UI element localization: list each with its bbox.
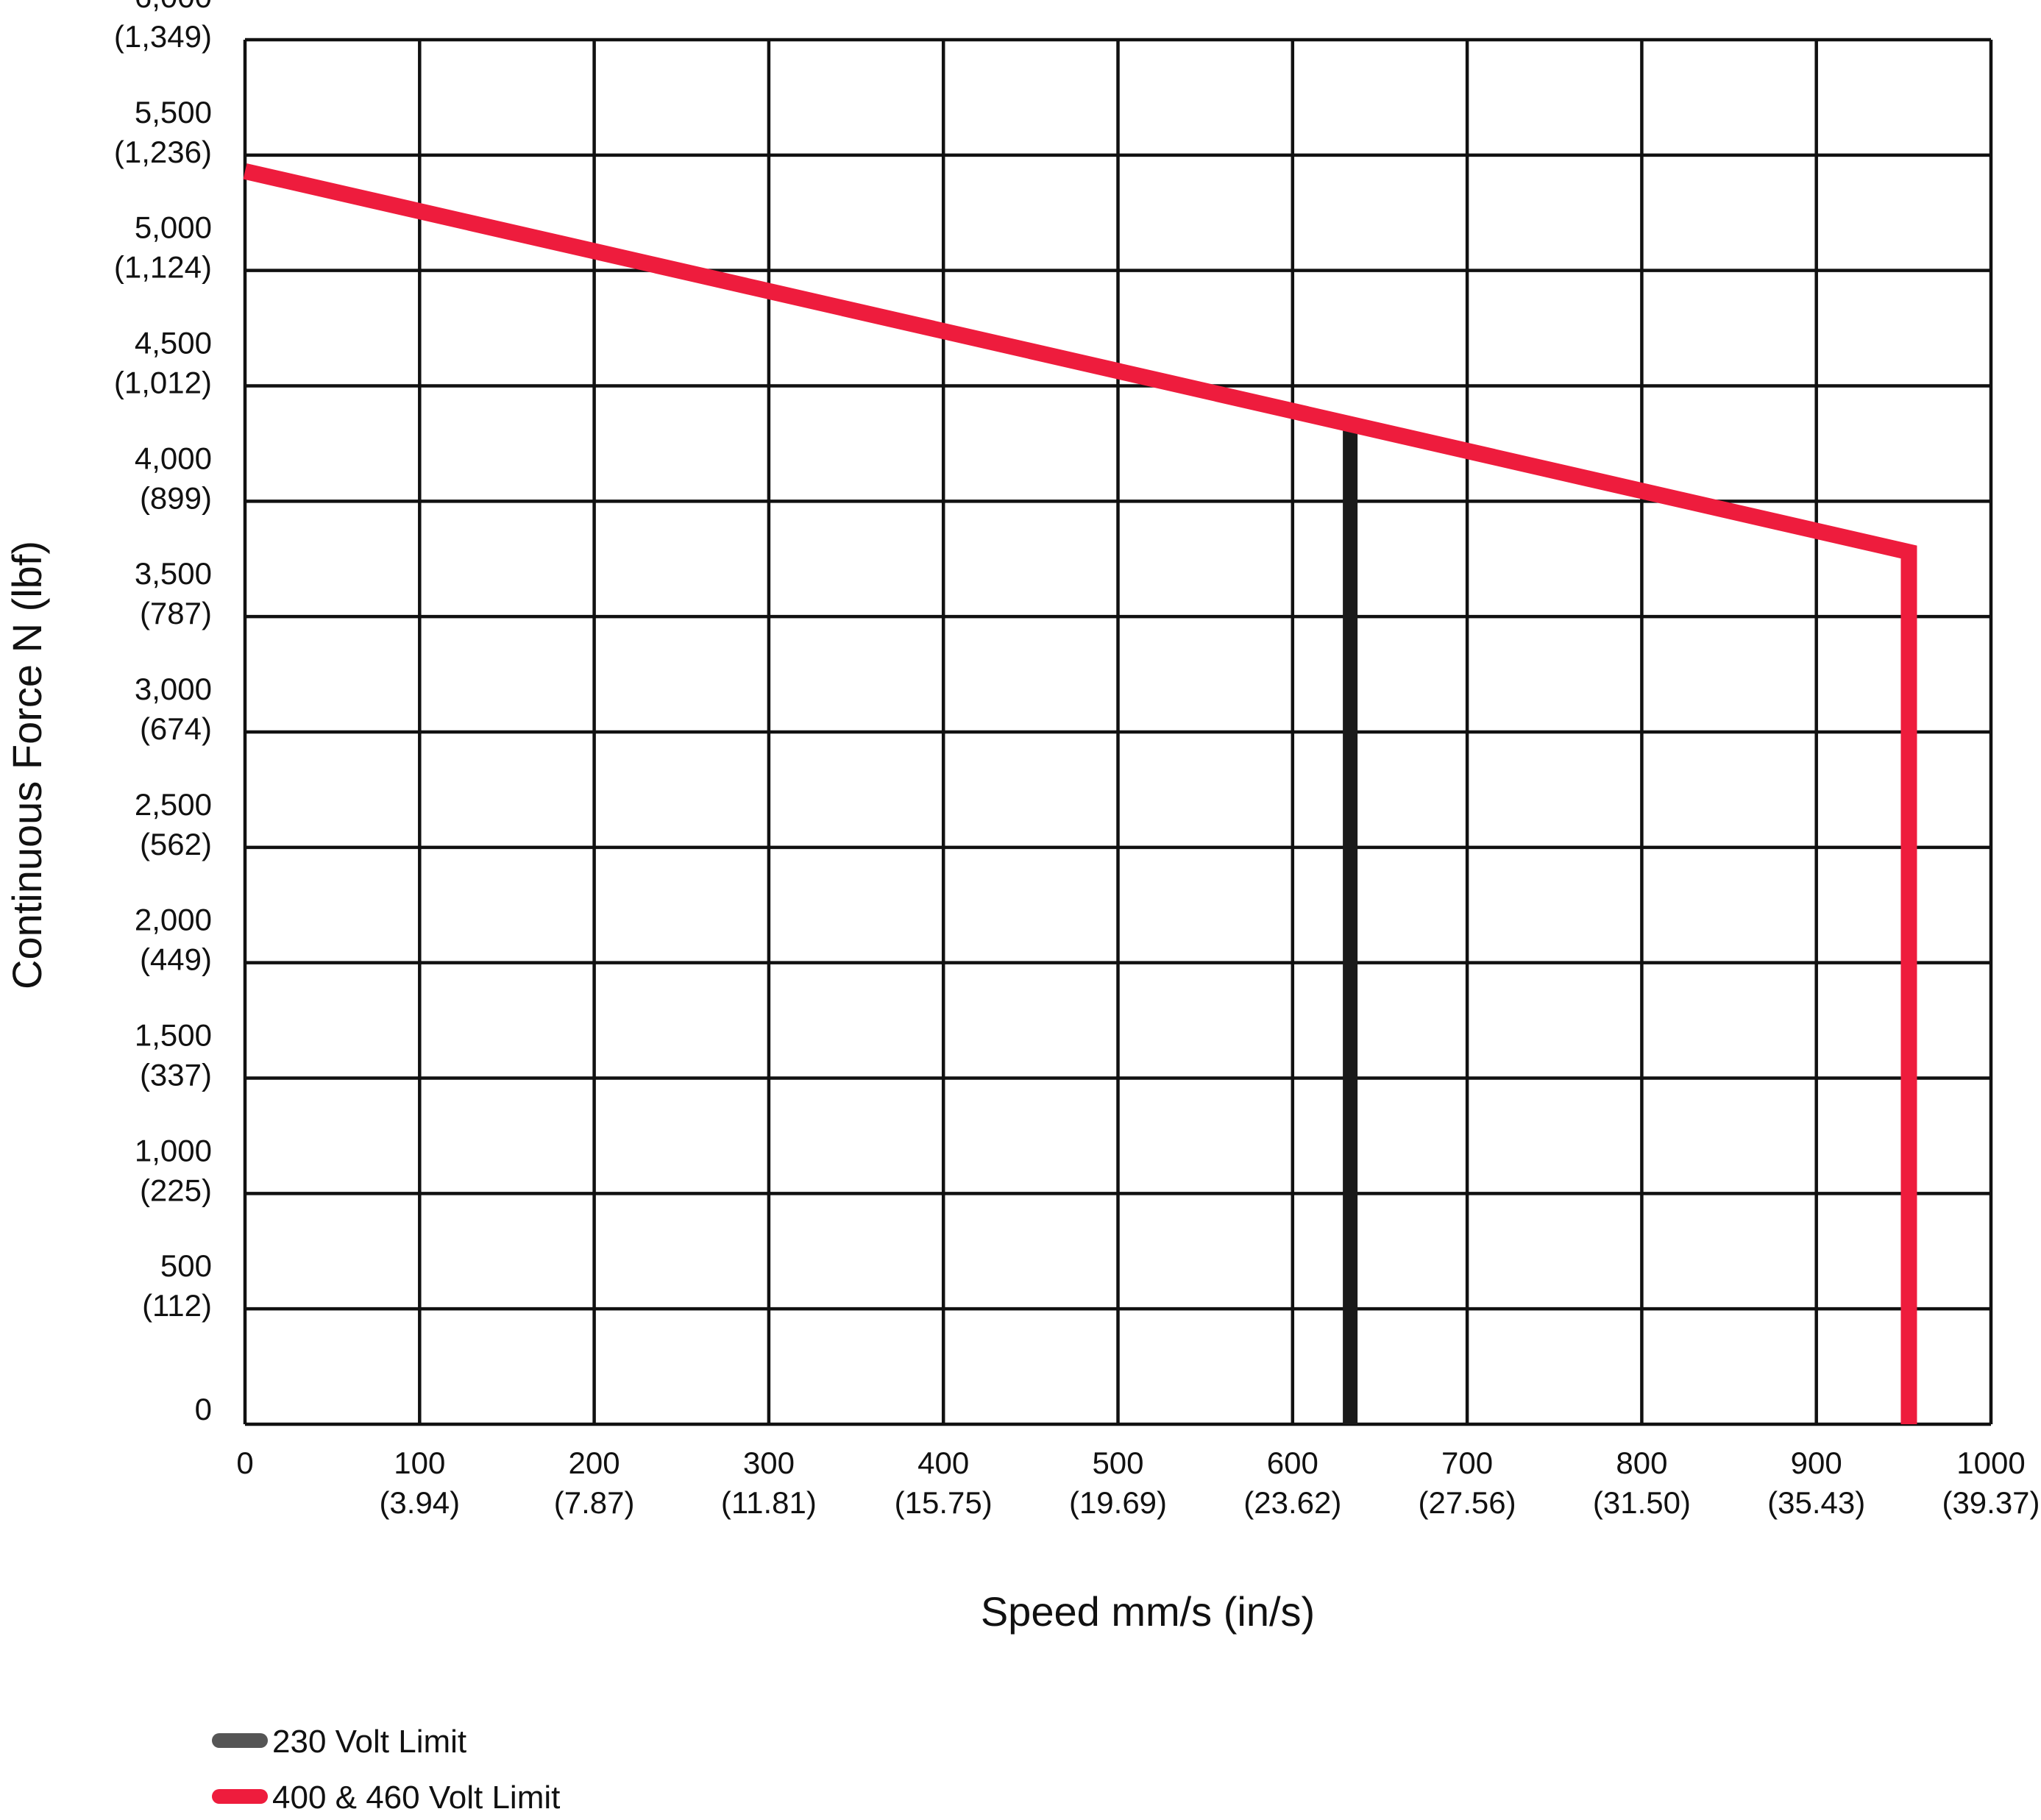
x-tick-label: 0 bbox=[236, 1446, 253, 1480]
y-tick-label: 2,500 bbox=[135, 787, 212, 822]
x-tick-sublabel: (35.43) bbox=[1767, 1485, 1865, 1520]
y-tick-sublabel: (1,349) bbox=[114, 19, 212, 54]
y-tick-label: 6,000 bbox=[135, 0, 212, 14]
x-tick-label: 900 bbox=[1791, 1446, 1842, 1480]
y-tick-label: 4,500 bbox=[135, 326, 212, 360]
y-tick-sublabel: (1,012) bbox=[114, 366, 212, 400]
y-tick-label: 2,000 bbox=[135, 903, 212, 937]
y-tick-label: 500 bbox=[160, 1248, 212, 1283]
x-axis-title: Speed mm/s (in/s) bbox=[981, 1588, 1315, 1635]
y-tick-label: 5,500 bbox=[135, 95, 212, 129]
x-tick-label: 200 bbox=[569, 1446, 620, 1480]
x-tick-label: 600 bbox=[1267, 1446, 1318, 1480]
x-tick-label: 1000 bbox=[1956, 1446, 2025, 1480]
y-tick-sublabel: (562) bbox=[140, 827, 212, 861]
y-tick-sublabel: (449) bbox=[140, 942, 212, 977]
x-tick-label: 100 bbox=[394, 1446, 445, 1480]
x-axis-ticks: 0 100 (3.94) 200 (7.87) 300 (11.81) 400 (15.75) 5… bbox=[236, 1446, 2040, 1520]
y-tick-sublabel: (1,236) bbox=[114, 135, 212, 169]
x-tick-label: 700 bbox=[1441, 1446, 1493, 1480]
y-tick-sublabel: (112) bbox=[142, 1288, 212, 1323]
x-tick-sublabel: (27.56) bbox=[1419, 1485, 1516, 1520]
y-tick-sublabel: (787) bbox=[140, 596, 212, 630]
x-tick-sublabel: (39.37) bbox=[1942, 1485, 2040, 1520]
y-tick-label: 3,500 bbox=[135, 556, 212, 591]
y-tick-sublabel: (337) bbox=[140, 1058, 212, 1092]
legend-label: 400 & 460 Volt Limit bbox=[272, 1780, 560, 1816]
chart-grid bbox=[243, 38, 1993, 1426]
x-tick-sublabel: (7.87) bbox=[554, 1485, 635, 1520]
x-tick-label: 400 bbox=[917, 1446, 969, 1480]
x-tick-label: 300 bbox=[743, 1446, 795, 1480]
y-tick-sublabel: (225) bbox=[140, 1173, 212, 1207]
series-line bbox=[243, 163, 1917, 1424]
chart-legend: 230 Volt Limit 400 & 460 Volt Limit bbox=[212, 1724, 560, 1816]
legend-label: 230 Volt Limit bbox=[272, 1724, 466, 1760]
x-tick-sublabel: (23.62) bbox=[1243, 1485, 1341, 1520]
y-tick-label: 1,000 bbox=[135, 1133, 212, 1167]
y-tick-label: 3,000 bbox=[135, 672, 212, 706]
y-tick-sublabel: (899) bbox=[140, 480, 212, 515]
x-tick-sublabel: (3.94) bbox=[379, 1485, 460, 1520]
y-axis-title: Continuous Force N (lbf) bbox=[4, 541, 50, 989]
y-axis-ticks: 0 500 (112) 1,000 (225) 1,500 (337) 2,000 (449) 2… bbox=[114, 0, 212, 1426]
x-tick-sublabel: (19.69) bbox=[1069, 1485, 1167, 1520]
x-tick-label: 800 bbox=[1616, 1446, 1667, 1480]
y-tick-sublabel: (1,124) bbox=[114, 250, 212, 285]
y-tick-label: 0 bbox=[195, 1392, 212, 1426]
x-tick-sublabel: (31.50) bbox=[1593, 1485, 1691, 1520]
y-tick-label: 5,000 bbox=[135, 210, 212, 245]
y-tick-label: 4,000 bbox=[135, 441, 212, 475]
x-tick-sublabel: (11.81) bbox=[721, 1485, 817, 1520]
chart-series bbox=[243, 163, 1917, 1424]
y-tick-sublabel: (674) bbox=[140, 711, 212, 746]
x-tick-label: 500 bbox=[1092, 1446, 1143, 1480]
x-tick-sublabel: (15.75) bbox=[895, 1485, 993, 1520]
y-tick-label: 1,500 bbox=[135, 1018, 212, 1053]
